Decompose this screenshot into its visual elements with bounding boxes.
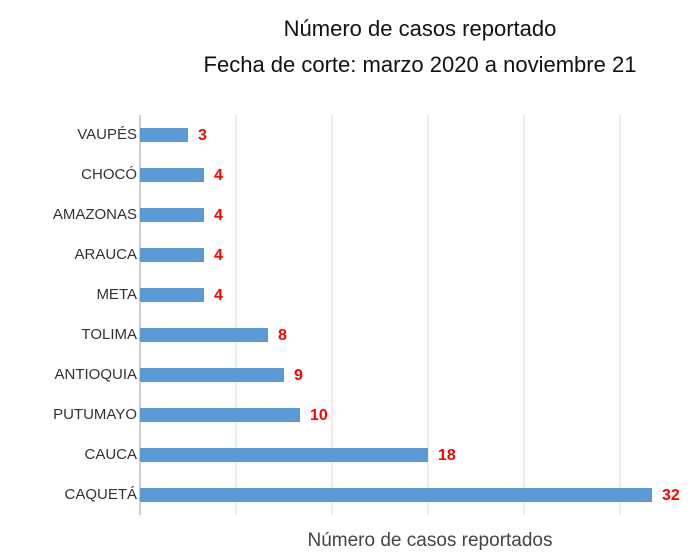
bar — [140, 208, 204, 222]
bar — [140, 408, 300, 422]
value-label: 10 — [310, 407, 328, 424]
y-tick-label: ANTIOQUIA — [54, 366, 137, 383]
y-tick-label: TOLIMA — [81, 326, 137, 343]
bar — [140, 448, 428, 462]
bar — [140, 248, 204, 262]
y-tick-label: VAUPÉS — [77, 126, 137, 143]
x-axis-label: Número de casos reportados — [307, 530, 552, 551]
chart-subtitle: Fecha de corte: marzo 2020 a noviembre 2… — [204, 52, 637, 77]
bar — [140, 128, 188, 142]
bar — [140, 168, 204, 182]
y-tick-label: CAQUETÁ — [64, 486, 137, 503]
bar — [140, 328, 268, 342]
bar — [140, 288, 204, 302]
value-label: 32 — [662, 487, 680, 504]
bar — [140, 368, 284, 382]
value-label: 4 — [214, 247, 223, 264]
y-tick-label: AMAZONAS — [53, 206, 137, 223]
y-tick-label: CHOCÓ — [81, 166, 137, 183]
y-tick-label: PUTUMAYO — [53, 406, 137, 423]
value-label: 3 — [198, 127, 207, 144]
y-tick-label: CAUCA — [84, 446, 137, 463]
chart-title: Número de casos reportado — [284, 16, 557, 41]
value-label: 8 — [278, 327, 287, 344]
bar — [140, 488, 652, 502]
value-label: 9 — [294, 367, 303, 384]
value-label: 4 — [214, 167, 223, 184]
value-label: 4 — [214, 207, 223, 224]
y-tick-label: META — [96, 286, 137, 303]
value-label: 18 — [438, 447, 456, 464]
y-tick-label: ARAUCA — [74, 246, 137, 263]
value-label: 4 — [214, 287, 223, 304]
